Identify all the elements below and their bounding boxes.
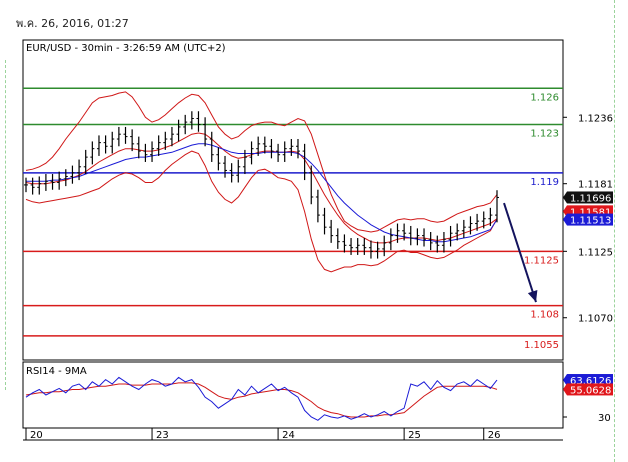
price-tag-label: 1.11513 xyxy=(570,216,611,227)
rsi-chart-title: RSI14 - 9MA xyxy=(26,366,87,377)
x-tick-label: 20 xyxy=(30,430,43,441)
price-tag-label: 1.11581 xyxy=(570,207,611,218)
arrow-shaft xyxy=(503,202,537,303)
x-tick-label: 24 xyxy=(282,430,295,441)
forecast-arrow xyxy=(503,202,538,303)
moving-average-red xyxy=(25,132,498,244)
date-header: พ.ค. 26, 2016, 01:27 xyxy=(16,17,129,30)
price-tag-label: 1.11696 xyxy=(570,193,611,204)
rsi-ma-line xyxy=(25,382,498,418)
y-axis-ticks: 1.1236 1.1181 1.1125 1.1070 30 xyxy=(563,113,613,424)
y-tick-label: 1.1181 xyxy=(578,180,613,191)
price-series xyxy=(24,91,499,273)
rsi-tag-pointer xyxy=(563,374,567,387)
bollinger-upper-line xyxy=(25,91,498,233)
moving-average-blue xyxy=(26,143,498,243)
level-label: 1.108 xyxy=(530,310,559,321)
y-tick-label: 1.1236 xyxy=(578,113,613,124)
price-tag-box xyxy=(567,213,613,226)
price-tag-pointer xyxy=(563,213,567,226)
arrow-head xyxy=(527,290,538,303)
rsi-tag-pointer xyxy=(563,383,567,396)
price-panel xyxy=(22,39,564,361)
rsi-series xyxy=(25,376,498,421)
x-tick-label: 26 xyxy=(488,430,501,441)
right-guide-line xyxy=(614,0,615,462)
header-bar: พ.ค. 26, 2016, 01:27 xyxy=(0,0,628,30)
level-label: 1.123 xyxy=(530,129,559,140)
x-tick-label: 23 xyxy=(156,430,169,441)
x-axis-ticks: 20 23 24 25 26 xyxy=(25,428,501,441)
bollinger-lower-line xyxy=(25,150,498,273)
level-label: 1.1055 xyxy=(524,340,559,351)
rsi-y-tick-label: 30 xyxy=(598,413,611,424)
level-lines: 1.126 1.123 1.119 1.1125 1.108 1.1055 xyxy=(23,87,563,351)
rsi-tag-box xyxy=(567,374,613,387)
rsi-tag-label: 55.0628 xyxy=(570,385,611,396)
level-label: 1.126 xyxy=(530,92,559,103)
level-label: 1.119 xyxy=(530,177,559,188)
price-chart-title: EUR/USD - 30min - 3:26:59 AM (UTC+2) xyxy=(26,43,226,54)
x-tick-label: 25 xyxy=(408,430,421,441)
y-tick-label: 1.1070 xyxy=(578,314,613,325)
rsi-line xyxy=(25,376,498,421)
y-tick-label: 1.1125 xyxy=(578,247,613,258)
level-label: 1.1125 xyxy=(524,255,559,266)
rsi-tag-label: 63.6126 xyxy=(570,376,611,387)
rsi-panel xyxy=(22,361,564,429)
price-tag-pointer xyxy=(563,205,567,218)
price-tag-box xyxy=(567,191,613,204)
left-guide-line xyxy=(5,60,6,390)
rsi-tag-box xyxy=(567,383,613,396)
price-tag-pointer xyxy=(563,191,567,204)
